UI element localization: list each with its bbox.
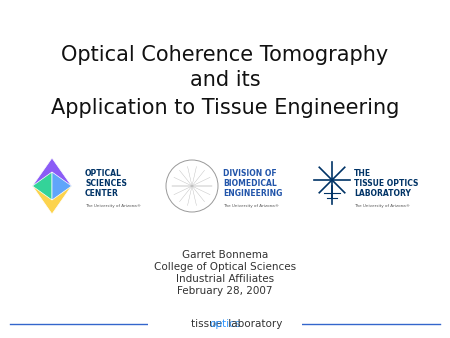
Text: and its: and its: [190, 70, 260, 90]
Text: BIOMEDICAL: BIOMEDICAL: [223, 179, 277, 189]
Text: Optical Coherence Tomography: Optical Coherence Tomography: [61, 45, 389, 65]
Bar: [148, 317, 302, 329]
Text: ENGINEERING: ENGINEERING: [223, 190, 283, 198]
Text: tissue: tissue: [191, 319, 225, 329]
Polygon shape: [32, 186, 72, 214]
Polygon shape: [52, 172, 72, 200]
Text: The University of Arizona®: The University of Arizona®: [354, 204, 410, 208]
Text: The University of Arizona®: The University of Arizona®: [223, 204, 279, 208]
Text: laboratory: laboratory: [225, 319, 283, 329]
Text: TISSUE OPTICS: TISSUE OPTICS: [354, 179, 419, 189]
Text: THE: THE: [354, 169, 371, 178]
Text: February 28, 2007: February 28, 2007: [177, 286, 273, 296]
Text: Garret Bonnema: Garret Bonnema: [182, 250, 268, 260]
Text: The University of Arizona®: The University of Arizona®: [85, 204, 141, 208]
Text: DIVISION OF: DIVISION OF: [223, 169, 277, 178]
Text: Industrial Affiliates: Industrial Affiliates: [176, 274, 274, 284]
Text: SCIENCES: SCIENCES: [85, 179, 127, 189]
Text: OPTICAL: OPTICAL: [85, 169, 122, 178]
Text: LABORATORY: LABORATORY: [354, 190, 411, 198]
Polygon shape: [32, 172, 52, 200]
Text: CENTER: CENTER: [85, 190, 119, 198]
Text: Application to Tissue Engineering: Application to Tissue Engineering: [51, 98, 399, 118]
Polygon shape: [32, 158, 72, 186]
Text: College of Optical Sciences: College of Optical Sciences: [154, 262, 296, 272]
Text: optics: optics: [209, 319, 241, 329]
